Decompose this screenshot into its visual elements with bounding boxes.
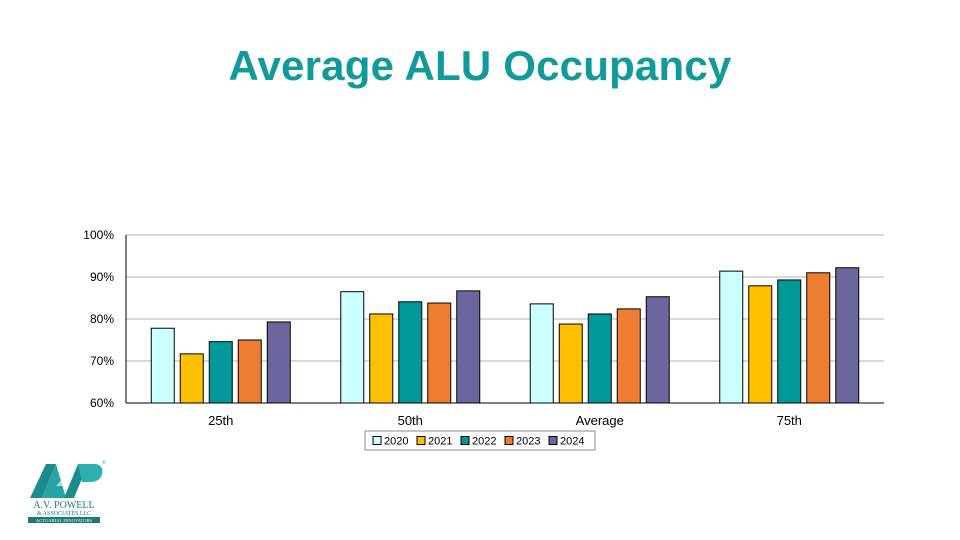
bar-2022-25th [208, 341, 233, 404]
bar-2021-75th [748, 285, 773, 404]
bar-2023-25th [237, 339, 262, 404]
x-category-label: Average [576, 413, 624, 428]
bar-2022-50th [398, 301, 423, 404]
bar-2020-50th [340, 291, 365, 404]
bar-2024-25th [266, 321, 291, 404]
bar-2021-25th [179, 353, 204, 404]
logo-tagline: ACTUARIAL INNOVATORS [36, 518, 93, 523]
legend-swatch-2022 [460, 436, 470, 445]
legend-swatch-2020 [372, 436, 382, 445]
bar-2020-average [529, 303, 554, 404]
x-category-label: 50th [398, 413, 423, 428]
legend-label-2022: 2022 [472, 436, 496, 448]
bar-2024-50th [456, 290, 481, 404]
bar-2020-75th [719, 270, 744, 404]
company-logo: ® A.V. POWELL & ASSOCIATES LLC ACTUARIAL… [28, 460, 106, 523]
y-tick-label: 70% [90, 354, 114, 368]
legend-box [364, 430, 596, 451]
legend-label-2020: 2020 [384, 436, 408, 448]
y-tick-label: 80% [90, 312, 114, 326]
x-category-label: 25th [208, 413, 233, 428]
logo-registered-mark: ® [102, 460, 106, 466]
legend-label-2021: 2021 [428, 436, 452, 448]
x-category-label: 75th [777, 413, 802, 428]
y-tick-label: 60% [90, 396, 114, 410]
y-tick-label: 90% [90, 270, 114, 284]
legend-label-2024: 2024 [560, 436, 584, 448]
bar-2022-75th [777, 279, 802, 404]
y-tick-label: 100% [83, 228, 114, 242]
bar-2023-75th [806, 272, 831, 404]
logo-tagline-band [28, 517, 100, 523]
legend-swatch-2021 [416, 436, 426, 445]
legend-swatch-2024 [548, 436, 558, 445]
bar-2023-50th [427, 302, 452, 404]
bar-2021-50th [369, 313, 394, 404]
bar-2023-average [616, 308, 641, 404]
bar-2024-75th [835, 267, 860, 404]
logo-company-suffix: & ASSOCIATES LLC [37, 511, 91, 517]
bar-2022-average [587, 313, 612, 404]
logo-company-name: A.V. POWELL [33, 500, 94, 511]
slide-title: Average ALU Occupancy [228, 42, 732, 89]
legend-swatch-2023 [504, 436, 514, 445]
bar-2024-average [645, 296, 670, 404]
logo-mark-icon [30, 464, 103, 498]
bar-2021-average [558, 323, 583, 404]
bar-2020-25th [150, 327, 175, 404]
legend-label-2023: 2023 [516, 436, 540, 448]
